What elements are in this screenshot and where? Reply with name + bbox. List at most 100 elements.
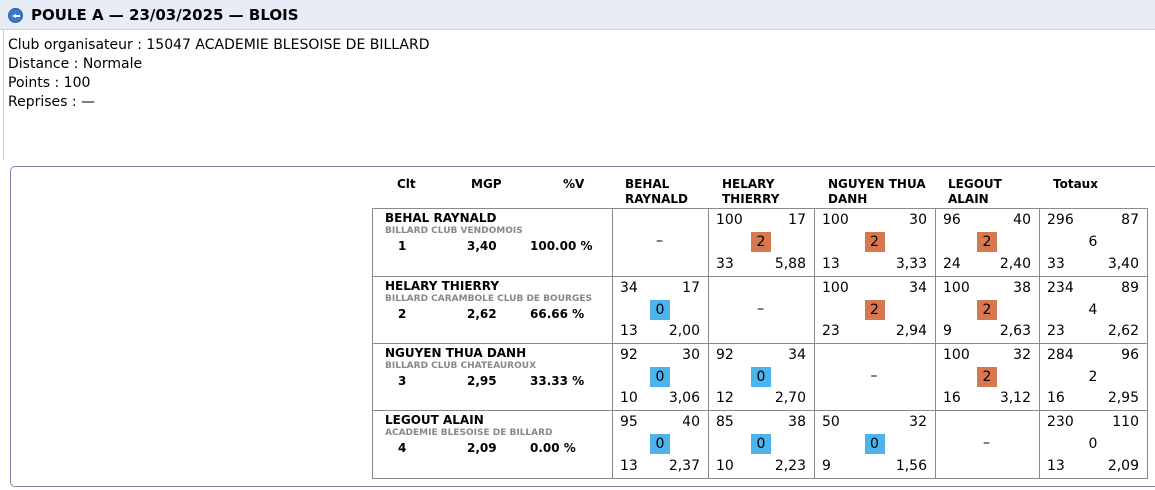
match-cell-best-series: 13 [822, 256, 840, 272]
totals-average: 2,62 [1107, 323, 1139, 339]
match-cell-points: 34 [620, 280, 638, 296]
match-cell-match-points: 0 [864, 434, 885, 454]
match-cell-points: 96 [943, 212, 961, 228]
totals-average: 2,09 [1107, 458, 1139, 474]
header-clt: Clt [397, 177, 416, 191]
match-cell-match-points: 2 [977, 232, 997, 252]
totals-match-points: 6 [1088, 234, 1098, 250]
title-bar: POULE A — 23/03/2025 — BLOIS [0, 0, 1155, 30]
grid-line-v-0 [372, 208, 373, 479]
points: Points : 100 [8, 75, 91, 91]
match-cell-match-points: 0 [650, 434, 670, 454]
totals-average: 2,95 [1107, 390, 1139, 406]
grid-line-v-5 [1039, 208, 1040, 479]
totals-match-points: 2 [1088, 369, 1098, 385]
match-cell-average: 5,88 [774, 256, 806, 272]
page-title: POULE A — 23/03/2025 — BLOIS [31, 6, 299, 24]
match-cell-points: 92 [716, 347, 734, 363]
player-club: BILLARD CARAMBOLE CLUB DE BOURGES [385, 294, 592, 304]
grid-line-h-0 [372, 208, 1148, 209]
match-cell-reprises: 17 [682, 280, 700, 296]
match-cell-average: 2,23 [774, 458, 806, 474]
match-cell-best-series: 13 [620, 458, 638, 474]
match-cell-best-series: 13 [620, 323, 638, 339]
match-cell-points: 100 [943, 347, 970, 363]
back-arrow-icon[interactable] [8, 8, 23, 23]
match-cell-best-series: 10 [620, 390, 638, 406]
match-cell-self: – [757, 300, 764, 317]
grid-line-v-2 [708, 208, 709, 479]
match-cell-points: 85 [716, 414, 734, 430]
match-cell-points: 50 [822, 414, 840, 430]
header-player-4-line2: ALAIN [948, 192, 989, 206]
player-name: LEGOUT ALAIN [385, 413, 484, 427]
grid-line-h-3 [372, 410, 1148, 411]
match-cell-self: – [983, 435, 990, 451]
match-cell-average: 2,94 [895, 323, 927, 339]
totals-points: 296 [1047, 212, 1074, 228]
player-rank: 1 [398, 239, 407, 253]
info-frame [3, 30, 1155, 160]
totals-reprises: 87 [1121, 212, 1139, 228]
player-name: BEHAL RAYNALD [385, 211, 497, 225]
player-rank: 3 [398, 374, 407, 388]
player-mgp: 3,40 [467, 239, 497, 253]
grid-line-h-2 [372, 343, 1148, 344]
distance: Distance : Normale [8, 56, 143, 72]
player-club: BILLARD CLUB CHATEAUROUX [385, 361, 537, 371]
totals-points: 284 [1047, 347, 1074, 363]
match-cell-best-series: 12 [716, 390, 734, 406]
match-cell-points: 92 [620, 347, 638, 363]
header-totaux: Totaux [1053, 177, 1098, 191]
totals-points: 230 [1047, 414, 1074, 430]
match-cell-match-points: 2 [977, 367, 997, 387]
match-cell-match-points: 2 [864, 300, 885, 320]
totals-match-points: 4 [1088, 302, 1098, 318]
header-pct-victory: %V [563, 177, 585, 191]
match-cell-best-series: 10 [716, 458, 734, 474]
match-cell-best-series: 9 [822, 458, 831, 474]
player-name: NGUYEN THUA DANH [385, 346, 527, 360]
match-cell-points: 95 [620, 414, 638, 430]
match-cell-match-points: 0 [650, 367, 670, 387]
totals-match-points: 0 [1088, 436, 1098, 452]
totals-average: 3,40 [1107, 256, 1139, 272]
match-cell-match-points: 2 [864, 232, 885, 252]
match-cell-match-points: 0 [751, 367, 771, 387]
match-cell-best-series: 23 [822, 323, 840, 339]
header-player-4-line1: LEGOUT [948, 177, 1002, 191]
match-cell-best-series: 9 [943, 323, 952, 339]
match-cell-match-points: 2 [751, 232, 771, 252]
totals-points: 234 [1047, 280, 1074, 296]
match-cell-best-series: 16 [943, 390, 961, 406]
header-player-2-line1: HELARY [722, 177, 775, 191]
match-cell-points: 100 [822, 212, 849, 228]
player-mgp: 2,62 [467, 307, 497, 321]
match-cell-average: 3,06 [668, 390, 700, 406]
grid-line-v-1 [612, 208, 613, 479]
grid-line-h-4 [372, 478, 1148, 479]
player-pct-victory: 0.00 % [530, 441, 576, 455]
match-cell-reprises: 30 [909, 212, 927, 228]
totals-best-series: 13 [1047, 458, 1065, 474]
match-cell-reprises: 17 [788, 212, 806, 228]
player-mgp: 2,95 [467, 374, 497, 388]
match-cell-average: 3,12 [999, 390, 1031, 406]
grid-line-v-3 [814, 208, 815, 479]
match-cell-best-series: 24 [943, 256, 961, 272]
match-cell-reprises: 34 [909, 280, 927, 296]
header-mgp: MGP [471, 177, 502, 191]
totals-best-series: 33 [1047, 256, 1065, 272]
totals-reprises: 110 [1112, 414, 1139, 430]
match-cell-reprises: 38 [788, 414, 806, 430]
match-cell-best-series: 33 [716, 256, 734, 272]
match-cell-match-points: 0 [650, 300, 670, 320]
match-cell-reprises: 34 [788, 347, 806, 363]
match-cell-reprises: 32 [1013, 347, 1031, 363]
player-name: HELARY THIERRY [385, 279, 500, 293]
match-cell-points: 100 [716, 212, 743, 228]
match-cell-average: 2,70 [774, 390, 806, 406]
match-cell-reprises: 38 [1013, 280, 1031, 296]
player-pct-victory: 33.33 % [530, 374, 585, 388]
match-cell-reprises: 40 [682, 414, 700, 430]
